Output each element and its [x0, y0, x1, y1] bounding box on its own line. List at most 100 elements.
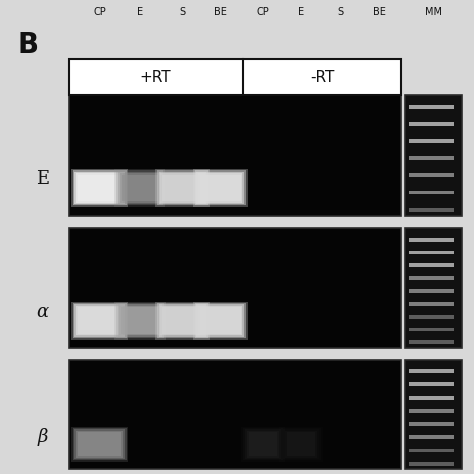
Bar — [196, 172, 245, 204]
Bar — [162, 174, 202, 201]
Bar — [69, 95, 401, 216]
Bar — [287, 432, 315, 456]
Bar — [241, 427, 285, 462]
Bar — [409, 369, 454, 373]
Bar — [281, 428, 321, 460]
Text: S: S — [180, 7, 185, 17]
Bar — [409, 409, 454, 413]
Bar — [245, 429, 281, 459]
Bar — [409, 276, 454, 280]
Bar — [247, 431, 279, 457]
Bar — [158, 304, 206, 337]
Bar — [73, 170, 127, 205]
Bar — [162, 307, 202, 334]
Text: β: β — [37, 428, 48, 446]
Text: +RT: +RT — [140, 70, 171, 84]
Bar — [409, 139, 454, 143]
Bar — [74, 304, 125, 337]
Bar — [195, 303, 246, 338]
Bar — [76, 306, 123, 335]
Bar — [73, 303, 127, 338]
Bar — [409, 302, 454, 306]
Text: α: α — [36, 303, 49, 321]
Bar — [409, 156, 454, 160]
Bar — [409, 328, 454, 331]
Bar — [409, 315, 454, 319]
Bar — [196, 304, 245, 337]
Bar — [122, 174, 157, 201]
Bar — [71, 427, 128, 462]
Bar — [69, 228, 401, 348]
Bar — [71, 301, 128, 339]
Bar — [200, 307, 240, 334]
Bar — [409, 208, 454, 211]
Text: CP: CP — [257, 7, 269, 17]
Bar — [156, 170, 209, 205]
Bar — [74, 429, 125, 459]
Bar — [71, 169, 128, 207]
Bar — [409, 289, 454, 293]
Bar — [73, 428, 127, 460]
Bar — [405, 228, 462, 348]
Bar — [119, 306, 160, 335]
Bar — [78, 307, 121, 334]
Bar — [409, 191, 454, 194]
Text: BE: BE — [214, 7, 227, 17]
Bar — [279, 427, 323, 462]
Bar — [117, 170, 163, 205]
Bar — [74, 172, 125, 204]
Bar — [405, 95, 462, 216]
Bar — [243, 428, 283, 460]
Bar — [409, 105, 454, 109]
Bar — [199, 306, 243, 335]
Bar — [69, 360, 401, 469]
Bar — [114, 169, 165, 207]
Bar — [409, 383, 454, 386]
Bar — [78, 432, 121, 456]
Bar — [409, 122, 454, 126]
Bar — [405, 360, 462, 469]
Bar — [160, 306, 205, 335]
Text: E: E — [137, 7, 143, 17]
Bar — [155, 169, 210, 207]
Bar — [76, 431, 123, 457]
Bar — [120, 173, 159, 202]
Bar — [76, 173, 123, 202]
Bar — [156, 303, 209, 338]
Bar — [116, 303, 164, 338]
Bar — [249, 432, 277, 456]
Bar — [121, 307, 158, 334]
Bar — [409, 449, 454, 453]
Text: MM: MM — [425, 7, 442, 17]
Bar — [118, 304, 162, 337]
Bar — [69, 59, 401, 95]
Text: CP: CP — [93, 7, 106, 17]
Text: E: E — [298, 7, 304, 17]
Bar — [409, 422, 454, 426]
Bar — [409, 340, 454, 344]
Bar — [200, 174, 240, 201]
Bar — [114, 301, 166, 339]
Bar — [285, 431, 317, 457]
Bar — [409, 238, 454, 242]
Bar — [409, 396, 454, 400]
Bar — [155, 301, 210, 339]
Text: BE: BE — [373, 7, 386, 17]
Bar — [78, 174, 121, 201]
Text: S: S — [337, 7, 343, 17]
Text: B: B — [18, 31, 39, 59]
Bar — [409, 251, 454, 255]
Bar — [409, 462, 454, 465]
Bar — [192, 301, 248, 339]
Bar — [409, 173, 454, 177]
Bar — [199, 173, 243, 202]
Bar — [283, 429, 319, 459]
Bar — [409, 436, 454, 439]
Bar — [409, 264, 454, 267]
Bar — [195, 170, 246, 205]
Bar — [118, 172, 161, 204]
Bar — [158, 172, 206, 204]
Bar — [192, 169, 248, 207]
Text: -RT: -RT — [310, 70, 335, 84]
Text: E: E — [36, 171, 49, 188]
